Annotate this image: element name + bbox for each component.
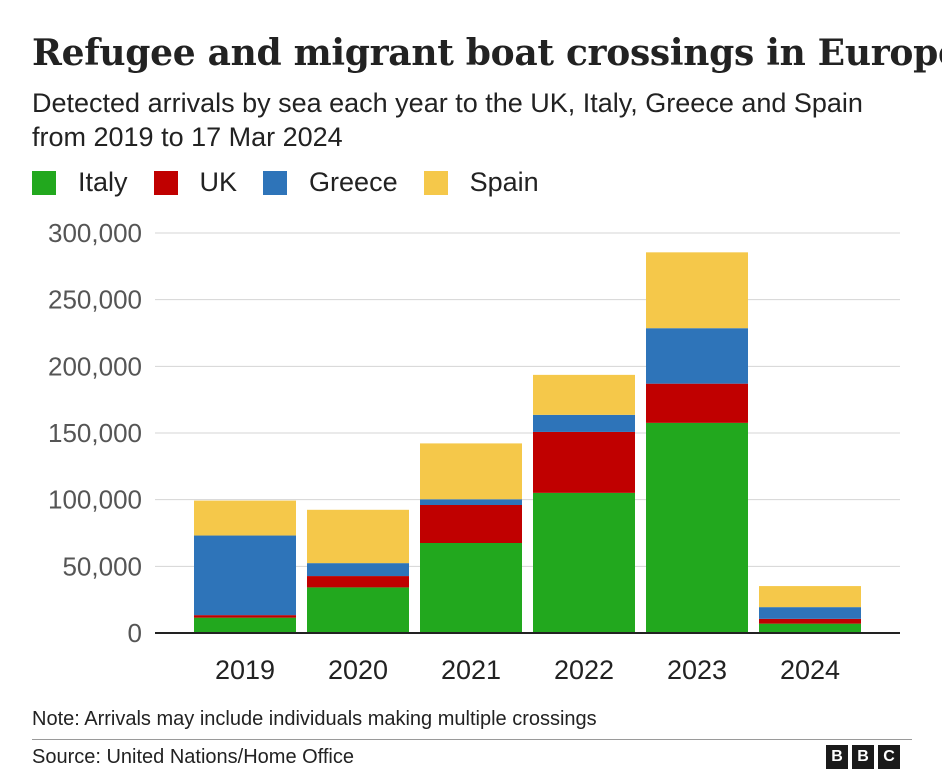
x-tick-label: 2020 (328, 655, 388, 685)
y-tick-label: 200,000 (48, 351, 142, 381)
bar-segment-uk (759, 618, 861, 624)
bbc-logo: B B C (826, 745, 904, 769)
bar-segment-greece (307, 563, 409, 577)
bar-segment-greece (194, 535, 296, 616)
legend-item-greece: Greece (263, 167, 398, 198)
bar-segment-spain (533, 374, 635, 415)
legend: Italy UK Greece Spain (32, 167, 565, 198)
bar-segment-italy (420, 543, 522, 633)
x-tick-label: 2019 (215, 655, 275, 685)
bar-segment-uk (307, 576, 409, 588)
bar-segment-italy (759, 623, 861, 633)
bar-segment-spain (307, 509, 409, 564)
bar-segment-uk (420, 505, 522, 543)
y-tick-label: 0 (128, 618, 142, 648)
y-tick-label: 150,000 (48, 418, 142, 448)
y-tick-label: 50,000 (62, 551, 142, 581)
y-tick-label: 300,000 (48, 218, 142, 248)
source-text: Source: United Nations/Home Office (32, 746, 355, 768)
bar-segment-greece (533, 414, 635, 432)
legend-label-spain: Spain (469, 167, 539, 197)
y-tick-label: 250,000 (48, 285, 142, 315)
x-tick-label: 2022 (554, 655, 614, 685)
legend-item-uk: UK (153, 167, 238, 198)
bar-segment-italy (646, 422, 748, 633)
bbc-logo-letter: B (852, 745, 874, 769)
bar-segment-uk (533, 431, 635, 493)
x-tick-label: 2024 (780, 655, 840, 685)
bar-segment-greece (420, 499, 522, 505)
legend-item-italy: Italy (32, 167, 128, 198)
footer-divider (32, 739, 912, 740)
bar-segment-italy (194, 617, 296, 633)
bar-segment-spain (194, 500, 296, 536)
bar-segment-italy (533, 492, 635, 633)
legend-item-spain: Spain (423, 167, 539, 198)
legend-label-uk: UK (199, 167, 238, 197)
legend-swatch-uk (153, 170, 178, 195)
footnote: Note: Arrivals may include individuals m… (32, 708, 597, 730)
legend-label-italy: Italy (78, 167, 128, 197)
legend-swatch-greece (263, 170, 288, 195)
bar-segment-spain (646, 252, 748, 329)
bar-segment-spain (420, 443, 522, 500)
legend-label-greece: Greece (309, 167, 398, 197)
legend-swatch-italy (32, 170, 56, 195)
x-tick-label: 2021 (441, 655, 501, 685)
chart-subtitle: Detected arrivals by sea each year to th… (32, 88, 863, 152)
x-tick-label: 2023 (667, 655, 727, 685)
bar-segment-uk (646, 383, 748, 423)
bar-segment-greece (759, 607, 861, 619)
bar-segment-uk (194, 615, 296, 618)
bar-segment-spain (759, 586, 861, 608)
bbc-logo-letter: B (826, 745, 848, 769)
legend-swatch-spain (423, 170, 448, 195)
bar-segment-greece (646, 328, 748, 384)
chart-title: Refugee and migrant boat crossings in Eu… (32, 32, 942, 74)
y-tick-label: 100,000 (48, 485, 142, 515)
bar-segment-italy (307, 587, 409, 633)
bbc-logo-letter: C (878, 745, 900, 769)
